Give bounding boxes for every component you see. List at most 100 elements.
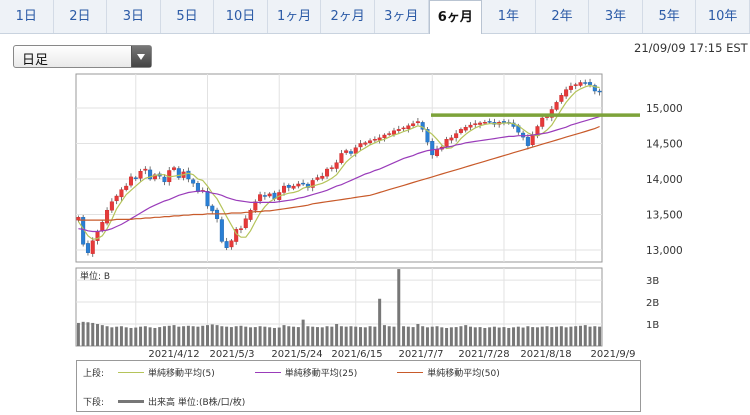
volume-bar (177, 326, 181, 346)
candle-body (487, 121, 492, 123)
volume-bar (282, 325, 286, 346)
volume-bar (167, 325, 171, 346)
volume-bar (402, 326, 406, 346)
volume-bar (320, 327, 324, 346)
candle-body (310, 180, 315, 188)
candle-body (320, 175, 325, 179)
legend-line-swatch (397, 372, 424, 373)
x-tick-label: 2021/9/9 (591, 349, 636, 360)
legend-item: 単純移動平均(25) (249, 366, 357, 379)
tab-13[interactable]: 5年 (643, 0, 697, 33)
volume-bar (139, 326, 143, 346)
volume-bar (559, 326, 563, 346)
legend-item: 単純移動平均(50) (391, 366, 500, 379)
candle-body (468, 124, 473, 128)
tab-14[interactable]: 10年 (696, 0, 750, 33)
legend-item-label: 単純移動平均(5) (148, 369, 215, 379)
candle-body (368, 140, 373, 144)
legend-upper-label: 上段: (83, 369, 105, 379)
chevron-down-icon[interactable] (131, 46, 151, 67)
candle-body (114, 195, 119, 202)
volume-bar (564, 327, 568, 346)
candle-body (344, 150, 349, 153)
tab-3[interactable]: 3日 (107, 0, 161, 33)
candle-body (401, 127, 406, 130)
candle-body (267, 193, 272, 197)
volume-bar (339, 326, 343, 346)
x-tick-label: 2021/5/24 (271, 349, 322, 360)
volume-bar (406, 326, 410, 346)
volume-bar (172, 325, 176, 346)
volume-bar (440, 327, 444, 346)
legend-item: 単純移動平均(5) (112, 366, 215, 379)
candle-body (248, 210, 253, 220)
candle-body (463, 127, 468, 131)
candle-body (478, 122, 483, 125)
volume-bar (593, 326, 597, 346)
volume-bar (100, 325, 104, 346)
volume-bar (469, 326, 472, 346)
volume-bar (220, 326, 224, 346)
volume-bar (134, 327, 138, 346)
candle-body (406, 125, 411, 129)
volume-bar (206, 325, 209, 346)
volume-bar (76, 322, 80, 346)
price-plot-area (75, 73, 603, 263)
volume-bar (287, 326, 291, 346)
candle-body (525, 136, 530, 146)
volume-bar (105, 326, 109, 346)
legend: 上段: 単純移動平均(5) 単純移動平均(25) 単純移動平均(50) 下段: 出来… (76, 360, 641, 412)
tab-11[interactable]: 2年 (536, 0, 590, 33)
volume-bar (550, 327, 554, 346)
volume-bar (387, 326, 391, 346)
volume-unit-label: 単位: B (80, 270, 110, 282)
tab-10[interactable]: 1年 (482, 0, 536, 33)
candle-body (152, 174, 157, 180)
tab-1[interactable]: 1日 (0, 0, 54, 33)
volume-bar (86, 322, 90, 346)
volume-bar (115, 326, 119, 346)
candle-body (473, 123, 478, 125)
moving-average-line (77, 84, 600, 240)
volume-bar (569, 326, 573, 346)
candle-body (90, 240, 95, 254)
volume-bar (416, 324, 420, 346)
volume-bar (478, 327, 482, 346)
y-tick-label: 15,000 (646, 103, 683, 115)
candle-body (372, 139, 377, 141)
volume-bar (263, 326, 267, 346)
candle-body (138, 170, 143, 179)
volume-bar (445, 327, 449, 346)
volume-bar (392, 326, 396, 346)
tab-9[interactable]: 6ヶ月 (428, 0, 483, 34)
interval-select[interactable]: 日足 (13, 45, 152, 68)
tab-8[interactable]: 3ヶ月 (375, 0, 429, 33)
candle-body (109, 201, 114, 211)
candle-body (229, 240, 234, 248)
tab-12[interactable]: 3年 (589, 0, 643, 33)
y-tick-label: 13,500 (646, 209, 683, 221)
candle-body (238, 228, 243, 230)
volume-bar (191, 326, 195, 346)
volume-bar (555, 326, 559, 346)
volume-bar (373, 326, 377, 346)
tab-2[interactable]: 2日 (54, 0, 108, 33)
tab-7[interactable]: 2ヶ月 (321, 0, 375, 33)
candle-body (454, 133, 459, 139)
volume-bar (158, 327, 162, 346)
candle-body (282, 185, 287, 193)
legend-volume-swatch (118, 400, 145, 403)
candle-body (124, 185, 129, 190)
tab-5[interactable]: 10日 (214, 0, 268, 33)
volume-bar (182, 326, 186, 346)
volume-bar (531, 327, 535, 346)
tab-6[interactable]: 1ヶ月 (268, 0, 322, 33)
candle-body (430, 141, 435, 156)
candle-body (444, 139, 449, 147)
candle-body (85, 243, 90, 253)
candle-body (176, 168, 181, 178)
volume-bar (292, 326, 296, 346)
volume-bar (315, 327, 319, 346)
tab-4[interactable]: 5日 (161, 0, 215, 33)
